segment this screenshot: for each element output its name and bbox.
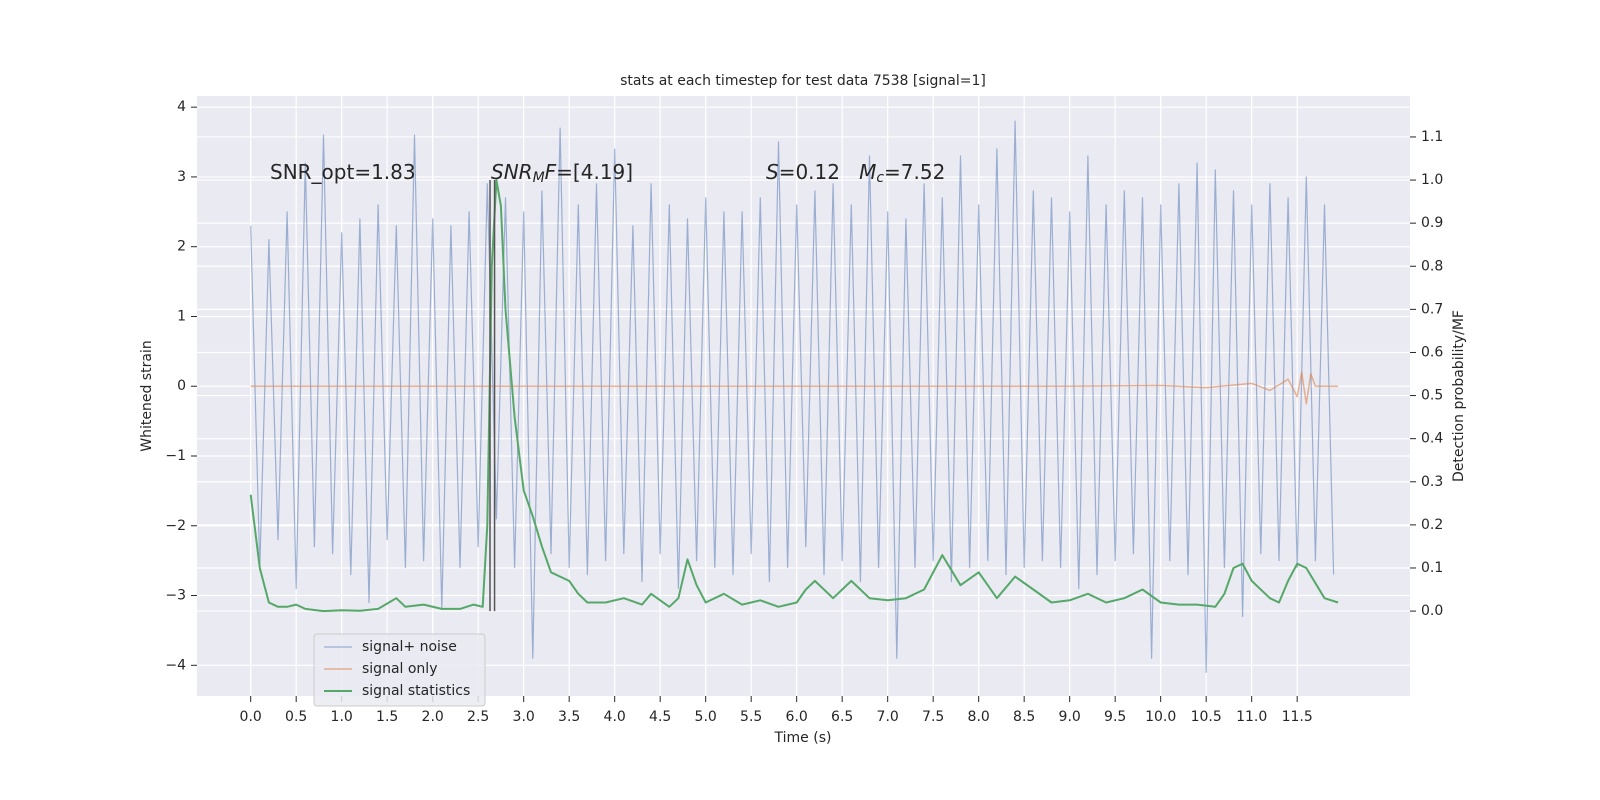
annotation-part: M bbox=[859, 160, 876, 184]
x-tick-label: 2.0 bbox=[422, 709, 444, 725]
y2-tick-label: 0.8 bbox=[1421, 258, 1443, 274]
x-tick-label: 0.0 bbox=[240, 709, 262, 725]
x-tick-label: 5.0 bbox=[695, 709, 717, 725]
legend-label: signal only bbox=[362, 661, 437, 677]
y-tick-label: −3 bbox=[165, 588, 186, 604]
x-tick-label: 8.5 bbox=[1013, 709, 1035, 725]
y-tick-label: −2 bbox=[165, 518, 186, 534]
y2-tick-label: 0.0 bbox=[1421, 603, 1443, 619]
y2-tick-label: 0.9 bbox=[1421, 215, 1443, 231]
annotation: SNRMF=[4.19] bbox=[491, 160, 633, 187]
y2-tick-label: 0.7 bbox=[1421, 301, 1443, 317]
y-tick-label: −4 bbox=[165, 657, 186, 673]
y2-tick-label: 0.6 bbox=[1421, 344, 1443, 360]
y-tick-label: 4 bbox=[177, 99, 186, 115]
x-tick-label: 7.0 bbox=[877, 709, 899, 725]
chart-title: stats at each timestep for test data 753… bbox=[620, 73, 986, 89]
x-tick-label: 6.5 bbox=[831, 709, 853, 725]
x-tick-label: 9.5 bbox=[1104, 709, 1126, 725]
annotation-part: c bbox=[876, 170, 884, 186]
y2-tick-label: 0.3 bbox=[1421, 474, 1443, 490]
annotation-part: SNR bbox=[491, 160, 533, 184]
y2-tick-label: 0.1 bbox=[1421, 560, 1443, 576]
annotation-part: =[4.19] bbox=[556, 160, 633, 184]
x-axis-label: Time (s) bbox=[774, 730, 832, 746]
series-line bbox=[249, 179, 1339, 613]
y-tick-label: 1 bbox=[177, 308, 186, 324]
annotation-part: S bbox=[766, 160, 779, 184]
y-tick-label: 2 bbox=[177, 239, 186, 255]
x-tick-label: 6.0 bbox=[786, 709, 808, 725]
legend-label: signal statistics bbox=[362, 683, 470, 699]
y2-tick-label: 0.4 bbox=[1421, 431, 1443, 447]
x-tick-label: 11.5 bbox=[1282, 709, 1313, 725]
x-tick-label: 7.5 bbox=[922, 709, 944, 725]
x-tick-label: 2.5 bbox=[467, 709, 489, 725]
x-tick-label: 5.5 bbox=[740, 709, 762, 725]
x-tick-label: 1.5 bbox=[376, 709, 398, 725]
x-tick-label: 4.0 bbox=[604, 709, 626, 725]
series-line bbox=[250, 371, 1339, 405]
y2-tick-label: 1.0 bbox=[1421, 172, 1443, 188]
x-tick-label: 4.5 bbox=[649, 709, 671, 725]
annotation-part: =7.52 bbox=[884, 160, 945, 184]
y-tick-label: −1 bbox=[165, 448, 186, 464]
x-tick-label: 10.5 bbox=[1191, 709, 1222, 725]
x-tick-label: 9.0 bbox=[1059, 709, 1081, 725]
x-tick-label: 10.0 bbox=[1145, 709, 1176, 725]
annotation-part: SNR_opt=1.83 bbox=[270, 160, 416, 184]
x-tick-label: 0.5 bbox=[285, 709, 307, 725]
legend-label: signal+ noise bbox=[362, 639, 457, 655]
annotation: S=0.12 Mc=7.52 bbox=[766, 160, 945, 187]
annotation-part: M bbox=[533, 170, 545, 186]
x-tick-label: 8.0 bbox=[968, 709, 990, 725]
annotation: SNR_opt=1.83 bbox=[270, 160, 416, 184]
y2-tick-label: 1.1 bbox=[1421, 129, 1443, 145]
x-tick-label: 3.0 bbox=[513, 709, 535, 725]
y2-tick-label: 0.2 bbox=[1421, 517, 1443, 533]
x-tick-label: 1.0 bbox=[331, 709, 353, 725]
annotation-part: F bbox=[545, 160, 557, 184]
y-axis-label: Whitened strain bbox=[139, 340, 155, 451]
x-tick-label: 3.5 bbox=[558, 709, 580, 725]
y-tick-label: 0 bbox=[177, 378, 186, 394]
y2-axis-label: Detection probability/MF bbox=[1451, 310, 1467, 482]
x-tick-label: 11.0 bbox=[1236, 709, 1267, 725]
y-tick-label: 3 bbox=[177, 169, 186, 185]
legend-box bbox=[313, 633, 486, 707]
annotation-part: =0.12 bbox=[779, 160, 859, 184]
y2-tick-label: 0.5 bbox=[1421, 388, 1443, 404]
